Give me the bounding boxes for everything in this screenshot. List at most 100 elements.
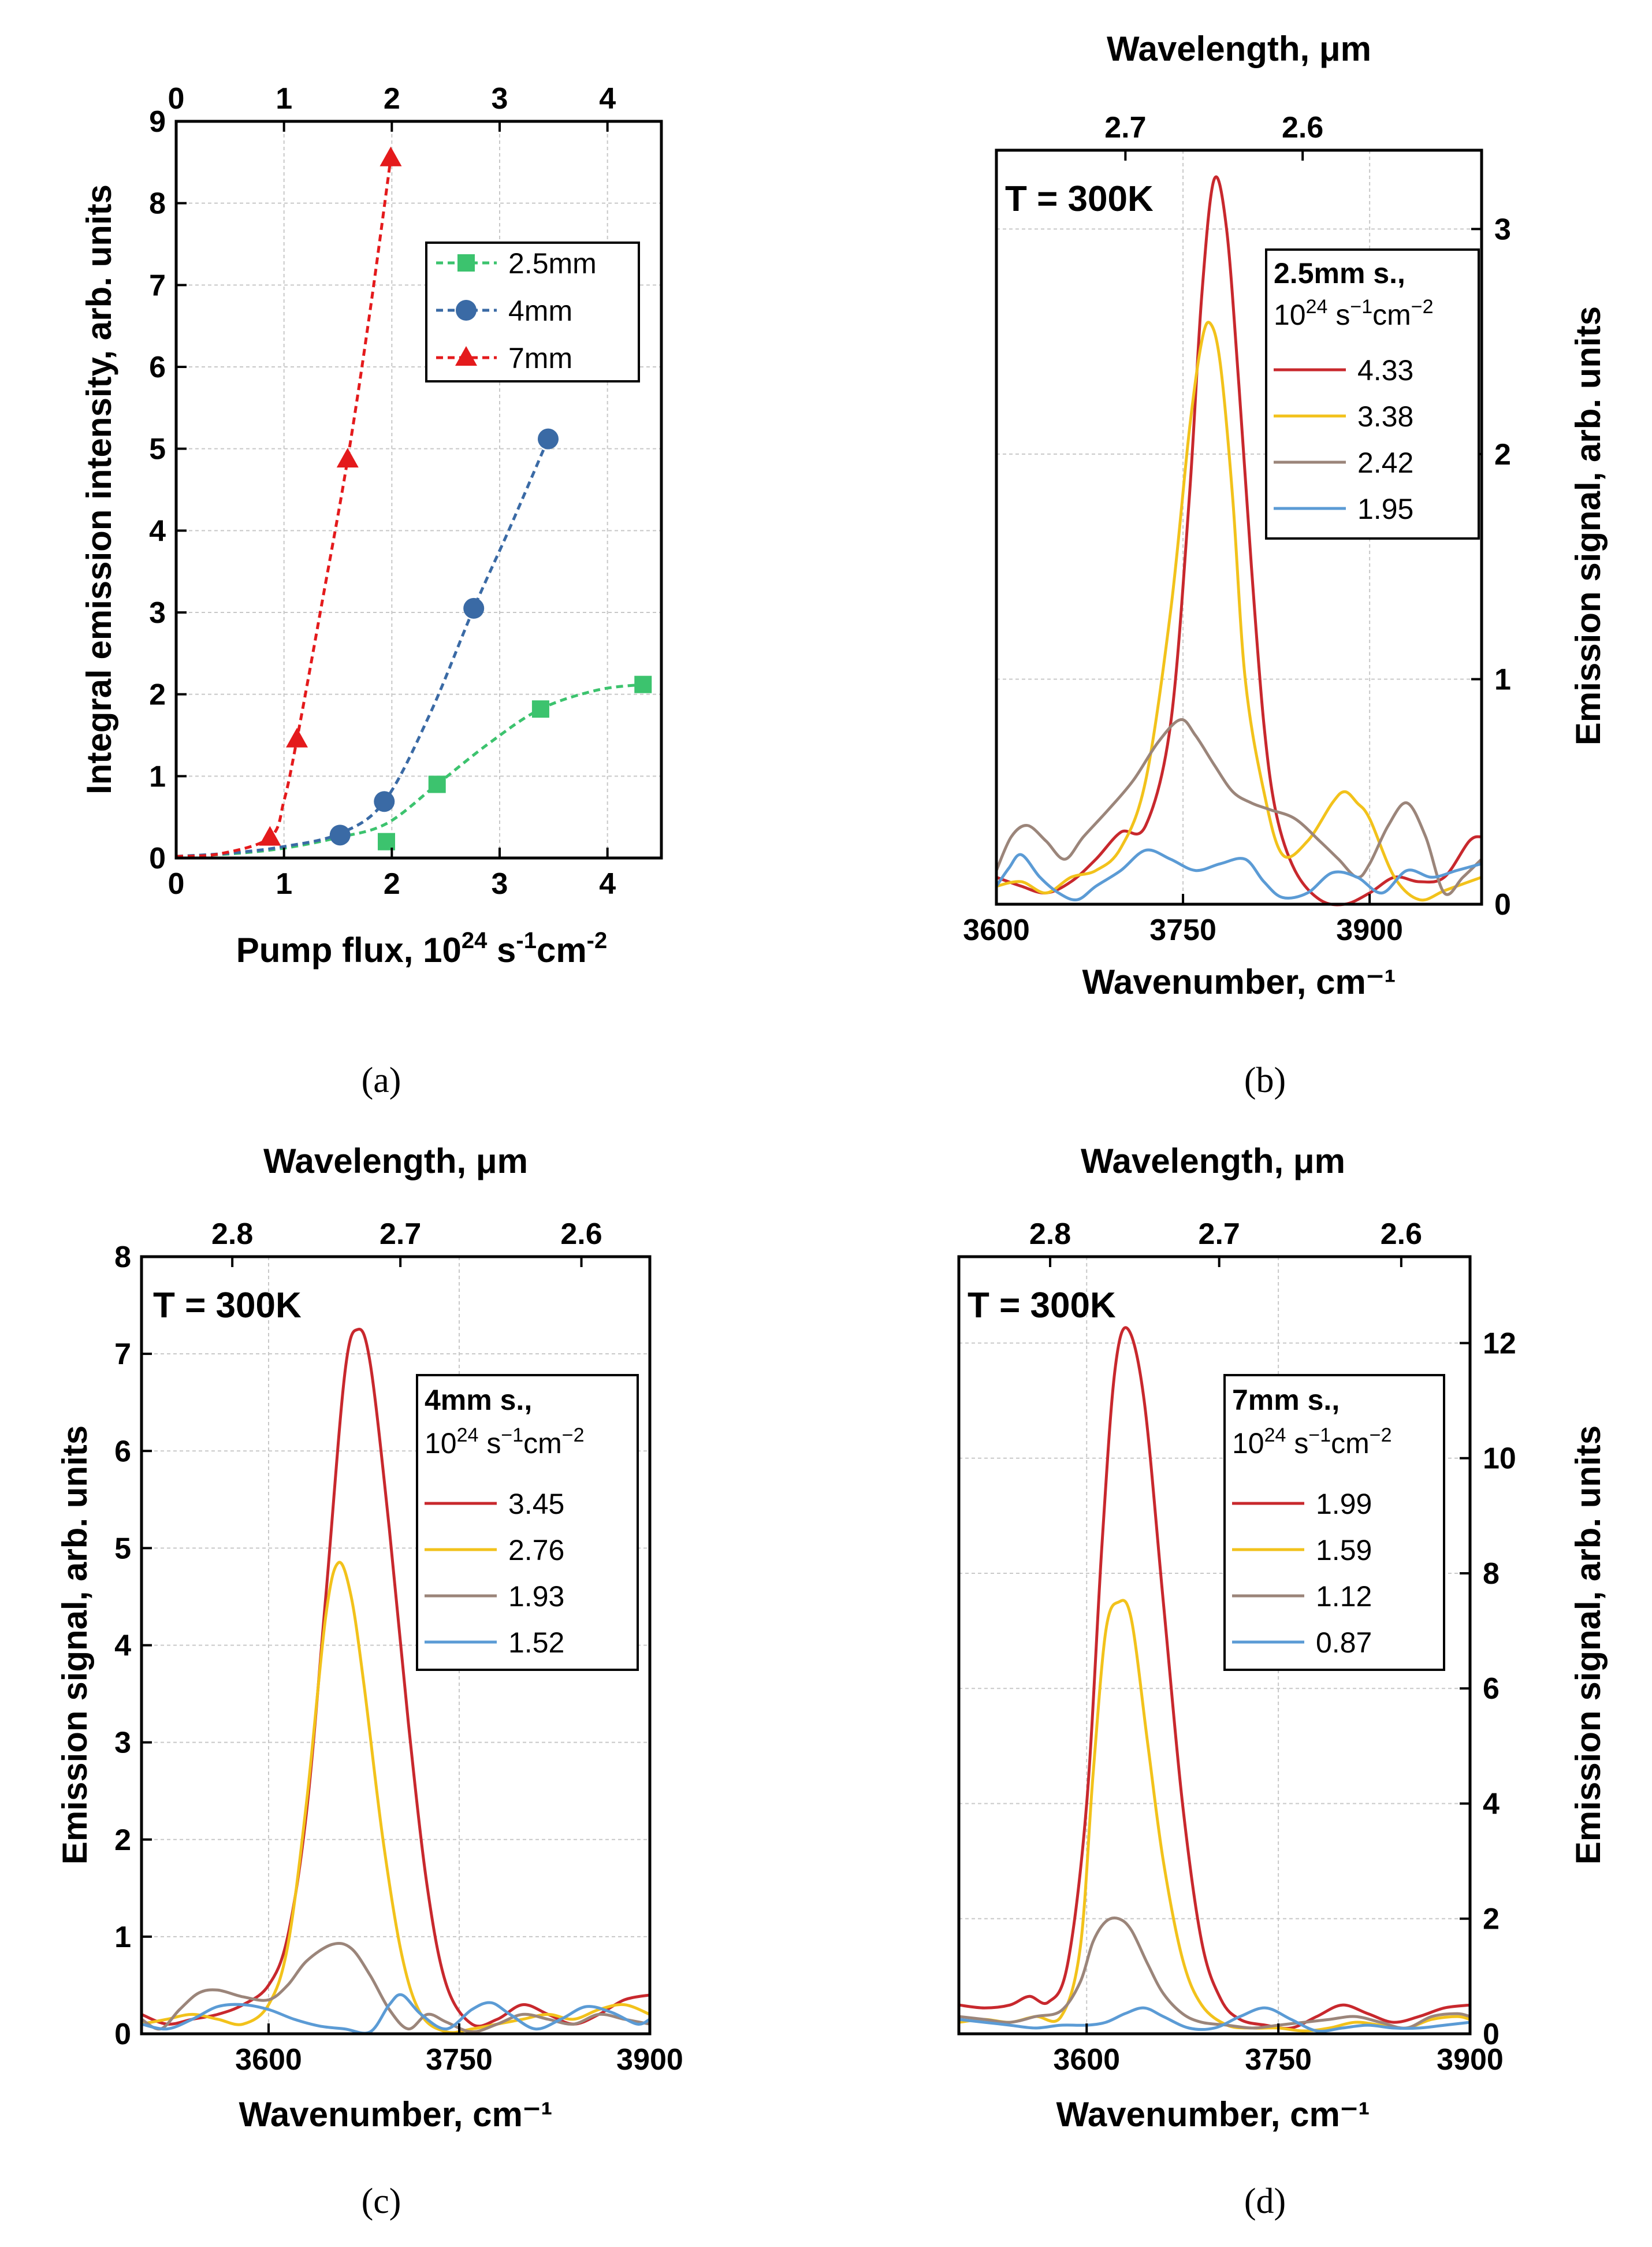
legend-label-1.52: 1.52 (508, 1626, 564, 1659)
legend-unit-d: 1024 s−1cm−2 (1232, 1424, 1392, 1459)
x-tick-label: 2 (384, 867, 400, 901)
temperature-annotation-b: T = 300K (1005, 179, 1154, 219)
legend-label-1.99: 1.99 (1316, 1488, 1372, 1520)
top-ticks-d: 2.8 2.7 2.6 (1029, 1217, 1422, 1267)
x-axis-label-d: Wavenumber, cm⁻¹ (1056, 2095, 1370, 2134)
top-axis-label-b: Wavelength, μm (1107, 29, 1371, 68)
y-tick-label: 0 (1483, 2018, 1500, 2051)
top-tick-label: 3 (492, 82, 508, 116)
legend-label-2.5mm: 2.5mm (508, 247, 597, 280)
legend-marker-4mm (456, 300, 477, 321)
x-ticks-a: 0 1 2 3 4 (168, 848, 616, 901)
top-tick-label: 4 (599, 82, 616, 116)
plot-frame-a (174, 120, 663, 860)
legend-label-4.33: 4.33 (1357, 354, 1413, 387)
panel-a: 0 1 2 3 4 0 1 2 3 4 5 6 7 8 9 0 1 2 3 4 Pump flux, 1024 s… (80, 82, 663, 1100)
spectrum-1.95 (995, 848, 1482, 902)
fit-curve-2.5mm (176, 683, 643, 858)
top-tick-label: 2.8 (1029, 1217, 1071, 1251)
fit-curves-a (176, 158, 643, 858)
y-tick-label: 4 (149, 514, 166, 548)
fit-curve-7mm (176, 158, 392, 858)
legend-items-b: 4.33 3.38 2.42 1.95 (1274, 354, 1413, 525)
y-tick-label: 4 (1483, 1787, 1500, 1821)
y-tick-label: 10 (1483, 1442, 1516, 1476)
top-tick-label: 2.7 (1104, 111, 1146, 144)
data-point-7mm (286, 727, 308, 748)
top-tick-label: 2.7 (1199, 1217, 1240, 1251)
panel-label-c: (c) (362, 2182, 401, 2221)
y-tick-label: 2 (1494, 438, 1511, 471)
legend-title-c: 4mm s., (425, 1384, 532, 1416)
y-tick-label: 4 (114, 1629, 131, 1663)
legend-label-3.38: 3.38 (1357, 400, 1413, 433)
legend-label-1.12: 1.12 (1316, 1580, 1372, 1613)
data-point-7mm (336, 448, 359, 468)
legend-label-7mm: 7mm (508, 342, 572, 374)
top-tick-label: 0 (168, 82, 185, 116)
y-tick-label: 3 (149, 596, 166, 630)
y-tick-label: 2 (1483, 1903, 1500, 1936)
y-tick-label: 0 (1494, 888, 1511, 922)
x-tick-label: 3600 (963, 913, 1030, 947)
data-point-2.5mm (634, 675, 652, 693)
spectrum-3.45 (141, 1328, 650, 2028)
panel-label-b: (b) (1244, 1061, 1286, 1100)
x-tick-label: 3600 (1053, 2043, 1120, 2077)
spectrum-1.52 (141, 1993, 651, 2035)
y-tick-label: 6 (114, 1435, 131, 1468)
legend-b: 2.5mm s., 1024 s−1cm−2 4.33 3.38 2.42 1.95 (1265, 248, 1480, 540)
spectrum-1.93 (140, 1941, 650, 2034)
spectrum-0.87 (958, 2006, 1471, 2033)
y-tick-label: 5 (149, 433, 166, 466)
legend-a: 2.5mm 4mm 7mm (425, 242, 640, 382)
data-point-2.5mm (378, 833, 395, 850)
spectrum-1.59 (958, 1599, 1471, 2033)
markers-a (259, 146, 652, 850)
y-tick-label: 0 (149, 842, 166, 875)
y-tick-label: 8 (149, 187, 166, 221)
legend-items-d: 1.99 1.59 1.12 0.87 (1232, 1488, 1372, 1659)
legend-label-1.95: 1.95 (1357, 493, 1413, 525)
top-tick-label: 1 (276, 82, 292, 116)
top-tick-label: 2.8 (211, 1217, 253, 1251)
spectrum-4.33 (996, 175, 1482, 907)
panel-c: 3600 3750 3900 0 1 2 3 4 5 6 7 8 2.8 2.7 2.6 Wavelen… (55, 1142, 683, 2221)
legend-d: 7mm s., 1024 s−1cm−2 1.99 1.59 1.12 0.87 (1223, 1374, 1445, 1671)
legend-title-b: 2.5mm s., (1274, 257, 1405, 289)
y-tick-label: 3 (114, 1726, 131, 1760)
legend-box-b (1265, 248, 1480, 540)
x-axis-label-a: Pump flux, 1024 s-1cm-2 (236, 928, 608, 970)
legend-unit-b: 1024 s−1cm−2 (1274, 296, 1434, 331)
x-axis-label-b: Wavenumber, cm⁻¹ (1082, 963, 1396, 1001)
y-tick-label: 0 (114, 2018, 131, 2051)
top-tick-label: 2.6 (1282, 111, 1323, 144)
legend-label-2.76: 2.76 (508, 1534, 564, 1566)
data-point-2.5mm (428, 775, 446, 793)
data-point-4mm (463, 597, 485, 619)
legend-label-1.93: 1.93 (508, 1580, 564, 1613)
y-axis-label-b: Emission signal, arb. units (1569, 306, 1608, 745)
data-point-2.5mm (531, 700, 549, 718)
legend-box-c (416, 1374, 639, 1671)
y-tick-label: 1 (1494, 663, 1511, 696)
panel-label-a: (a) (362, 1061, 401, 1100)
plot-frame-b (995, 148, 1483, 906)
spectrum-3.38 (996, 321, 1482, 902)
y-tick-label: 5 (114, 1532, 131, 1565)
plot-frame-d (957, 1255, 1472, 2036)
spectra-d (958, 1326, 1471, 2033)
x-tick-label: 3900 (1336, 913, 1403, 947)
data-point-7mm (379, 146, 402, 166)
y-tick-label: 9 (149, 105, 166, 139)
spectrum-2.76 (141, 1561, 650, 2034)
x-tick-label: 3900 (616, 2043, 683, 2077)
y-tick-label: 2 (149, 678, 166, 712)
legend-c: 4mm s., 1024 s−1cm−2 3.45 2.76 1.93 1.52 (416, 1374, 639, 1671)
y-axis-label-a: Integral emission intensity, arb. units (80, 184, 118, 794)
x-axis-label-c: Wavenumber, cm⁻¹ (239, 2095, 553, 2134)
spectra-b (995, 175, 1483, 907)
top-ticks-b: 2.7 2.6 (1104, 111, 1323, 161)
